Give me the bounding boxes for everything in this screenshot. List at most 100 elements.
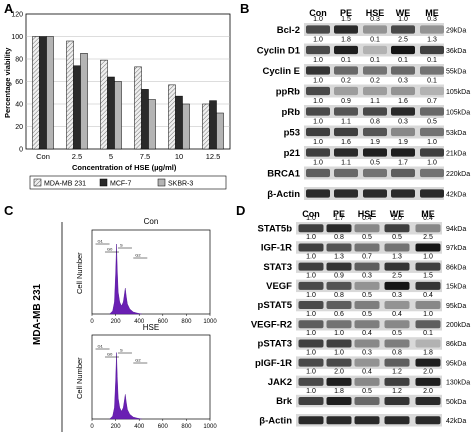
densitometry-value: 1.2 <box>392 369 402 376</box>
protein-label: STAT3 <box>263 262 292 273</box>
blot-band <box>326 281 352 290</box>
densitometry-value: 0.5 <box>392 234 402 241</box>
blot-band <box>326 224 352 233</box>
densitometry-value: 1.0 <box>306 234 316 241</box>
lane-header: HSE <box>358 209 377 219</box>
blot-band <box>384 224 410 233</box>
blot-band <box>391 25 415 34</box>
densitometry-value: 2.5 <box>423 234 433 241</box>
densitometry-value: 1.3 <box>427 37 437 44</box>
densitometry-value: 1.0 <box>306 253 316 260</box>
molecular-weight: 42kDa <box>446 418 466 425</box>
histogram-frame <box>91 229 211 315</box>
densitometry-value: 1.0 <box>398 16 408 23</box>
molecular-weight: 86kDa <box>446 341 466 348</box>
blot-band <box>298 243 324 252</box>
densitometry-value: 1.0 <box>306 349 316 356</box>
blot-band <box>363 45 387 55</box>
blot-band <box>415 281 441 290</box>
densitometry-value: 0.8 <box>370 119 380 126</box>
blot-band <box>391 107 415 116</box>
protein-label: JAK2 <box>268 377 292 388</box>
molecular-weight: 105kDa <box>446 89 470 96</box>
blot-band <box>384 281 410 290</box>
molecular-weight: 220kDa <box>446 171 470 178</box>
densitometry-value: 1.8 <box>341 37 351 44</box>
y-tick-label: 20 <box>15 124 23 131</box>
blot-band <box>326 358 352 367</box>
densitometry-value: 1.0 <box>306 273 316 280</box>
protein-label: β-Actin <box>259 415 292 426</box>
x-tick-label: 800 <box>181 319 192 325</box>
y-axis-label: Percentage viability <box>3 47 12 118</box>
protein-label: VEGF-R2 <box>251 319 292 330</box>
x-tick-label: 200 <box>111 424 122 430</box>
blot-band <box>415 397 441 406</box>
densitometry-value: 0.3 <box>392 292 402 299</box>
blot-band <box>420 148 444 157</box>
blot-band <box>391 168 415 178</box>
densitometry-value: 0.2 <box>370 78 380 85</box>
blot-band <box>306 148 330 157</box>
densitometry-value: 0.1 <box>423 330 433 337</box>
blot-band <box>384 243 410 252</box>
blot-band <box>354 358 380 367</box>
densitometry-value: 0.2 <box>341 78 351 85</box>
densitometry-value: 0.8 <box>392 349 402 356</box>
cell-line-label: MDA-MB 231 <box>32 283 43 345</box>
x-tick-label: 800 <box>181 424 192 430</box>
blot-band <box>298 224 324 233</box>
blot-band <box>334 66 358 75</box>
x-axis-label: Concentration of HSE (µg/ml) <box>72 163 177 172</box>
densitometry-value: 0.3 <box>362 273 372 280</box>
densitometry-value: 1.5 <box>423 273 433 280</box>
densitometry-value: 0.4 <box>392 311 402 318</box>
y-axis-label: Cell Number <box>75 357 84 399</box>
blot-band <box>354 416 380 425</box>
protein-label: p21 <box>284 148 301 159</box>
legend-label: MCF-7 <box>110 181 131 188</box>
densitometry-value: 0.4 <box>362 215 372 222</box>
densitometry-value: 1.3 <box>392 253 402 260</box>
densitometry-value: 0.7 <box>362 253 372 260</box>
legend-swatch <box>157 178 166 187</box>
blot-band <box>306 45 330 55</box>
blot-band <box>391 45 415 55</box>
legend-swatch <box>33 178 42 187</box>
densitometry-value: 0.5 <box>362 292 372 299</box>
molecular-weight: 130kDa <box>446 380 470 387</box>
blot-band <box>415 358 441 367</box>
blot-band <box>354 301 380 310</box>
densitometry-value: 0.1 <box>341 57 351 64</box>
blot-band <box>306 86 330 96</box>
bar-skbr-3 <box>182 103 190 150</box>
lane-header: ME <box>425 8 439 18</box>
densitometry-value: 1.0 <box>306 388 316 395</box>
y-tick-label: 40 <box>15 102 23 109</box>
densitometry-value: 1.0 <box>306 330 316 337</box>
densitometry-value: 0.5 <box>392 330 402 337</box>
protein-label: IGF-1R <box>261 243 292 254</box>
densitometry-value: 1.1 <box>341 119 351 126</box>
blot-band <box>420 168 444 178</box>
molecular-weight: 15kDa <box>446 284 466 291</box>
legend-box <box>29 175 227 190</box>
blot-band <box>354 224 380 233</box>
blot-band <box>334 107 358 116</box>
blot-band <box>334 148 358 157</box>
y-tick-label: 100 <box>11 34 23 41</box>
lane-header: WE <box>390 209 405 219</box>
lane-header: PE <box>340 8 352 18</box>
blot-band <box>420 66 444 75</box>
blot-band <box>420 127 444 137</box>
blot-band <box>384 301 410 310</box>
x-tick-label: 0 <box>90 424 94 430</box>
blot-band <box>415 377 441 386</box>
densitometry-value: 0.3 <box>427 16 437 23</box>
molecular-weight: 29kDa <box>446 27 466 34</box>
molecular-weight: 42kDa <box>446 191 466 198</box>
densitometry-value: 1.0 <box>313 160 323 167</box>
densitometry-value: 0.1 <box>398 57 408 64</box>
